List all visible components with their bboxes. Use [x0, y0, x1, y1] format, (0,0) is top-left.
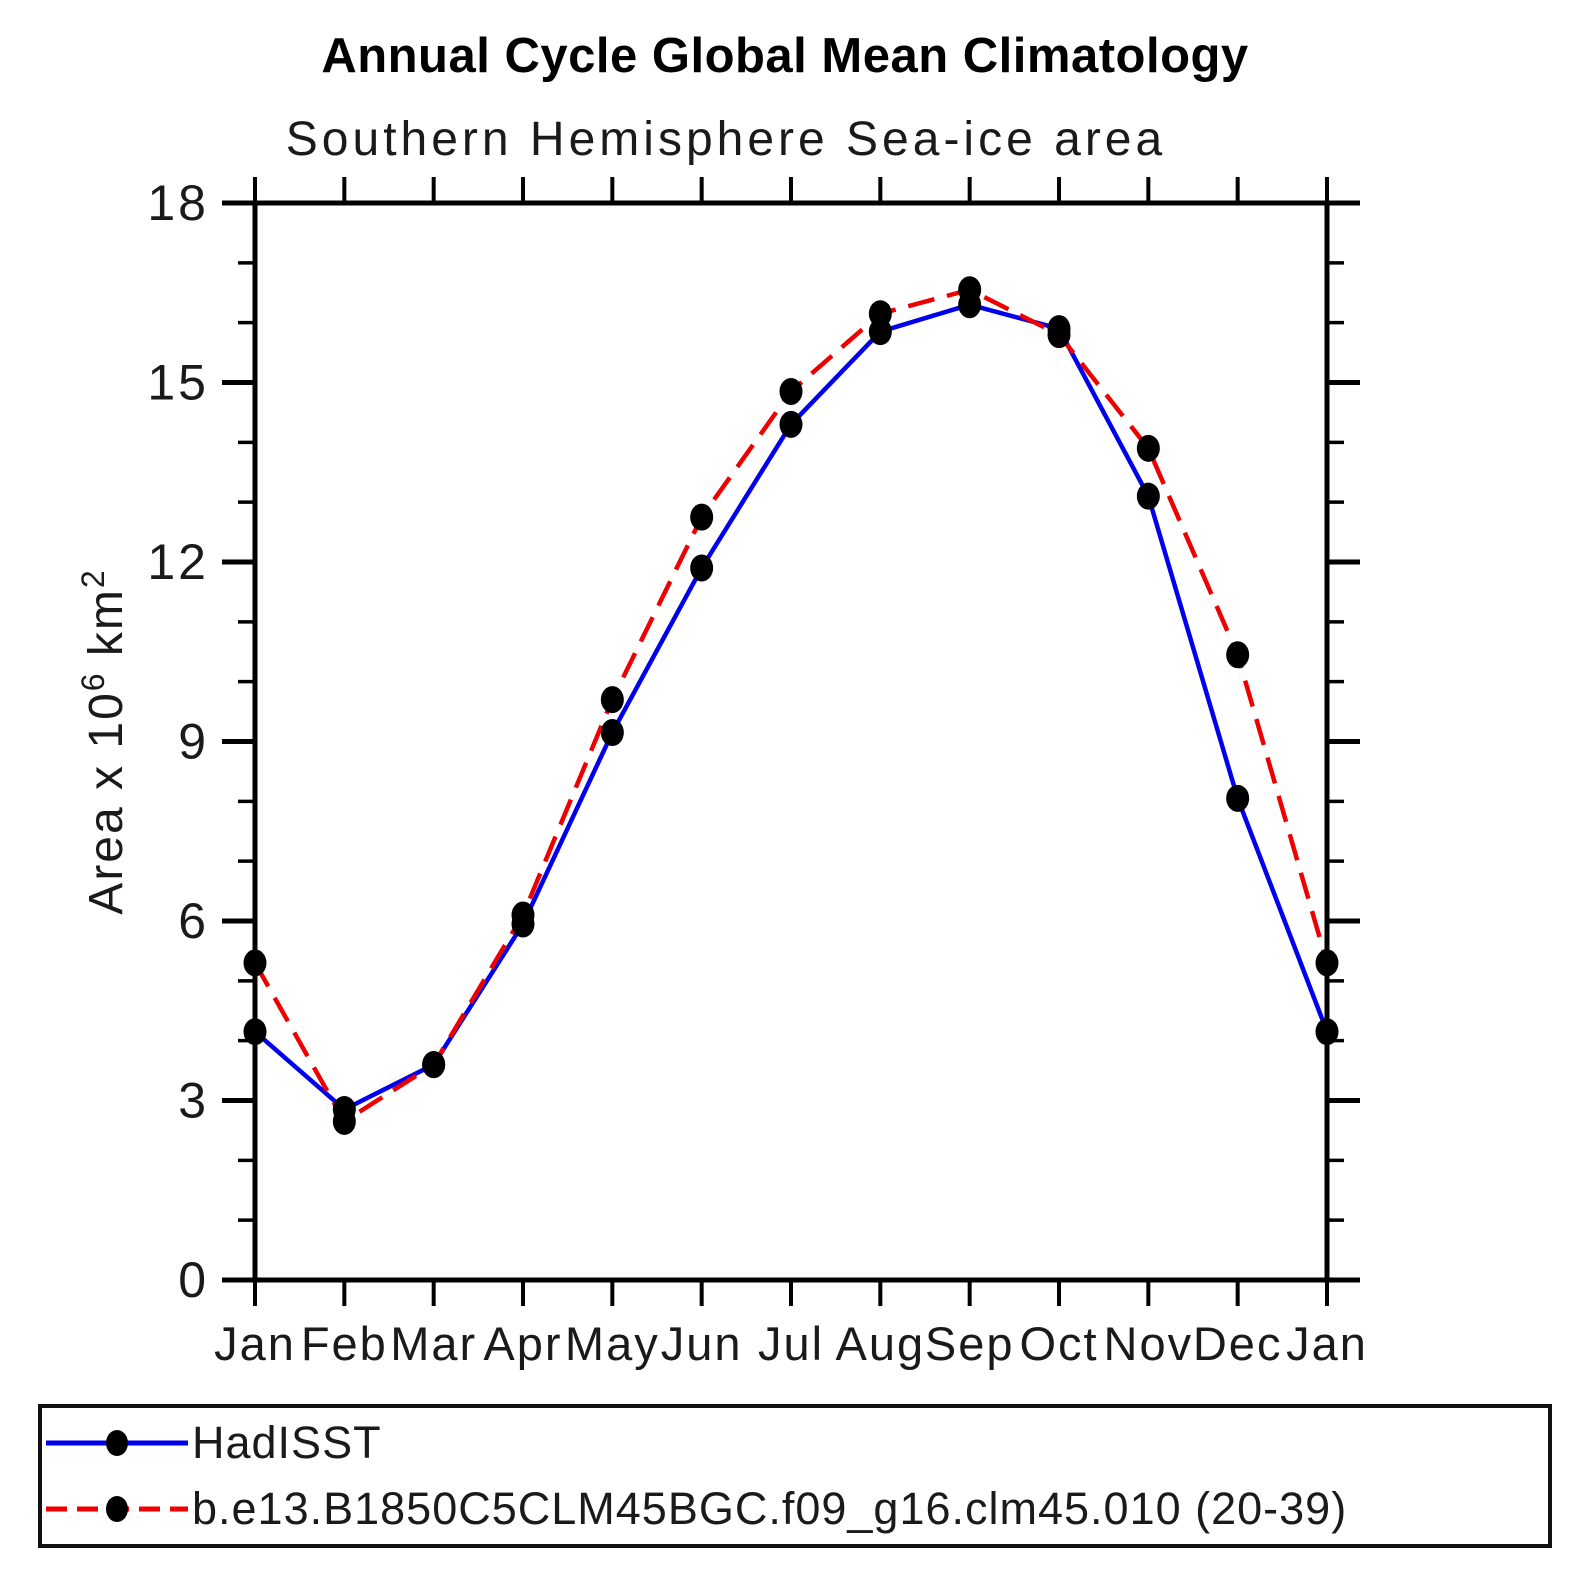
y-tick-label: 9: [178, 714, 209, 770]
data-point-marker-0: [779, 410, 803, 438]
legend: HadISST b.e13.B1850C5CLM45BGC.f09_g16.cl…: [38, 1404, 1552, 1548]
y-tick-label: 0: [178, 1252, 209, 1308]
y-tick-label: 6: [178, 893, 209, 949]
data-point-marker-1: [1226, 641, 1250, 669]
x-tick-label: Feb: [301, 1317, 388, 1370]
chart-subtitle: Southern Hemisphere Sea-ice area: [285, 113, 1167, 166]
data-point-marker-0: [690, 554, 714, 582]
data-point-marker-0: [1226, 784, 1250, 812]
data-point-marker-0: [1136, 482, 1160, 510]
x-tick-label: Jun: [661, 1317, 743, 1370]
x-tick-label: Apr: [483, 1317, 562, 1370]
legend-line-sample-dashed: [46, 1495, 188, 1522]
x-tick-label: Mar: [390, 1317, 477, 1370]
legend-item-hadisst: HadISST: [42, 1413, 1548, 1473]
data-point-marker-1: [868, 300, 892, 328]
x-tick-label: Jan: [1286, 1317, 1368, 1370]
x-tick-label: Sep: [925, 1317, 1015, 1370]
data-point-marker-1: [332, 1107, 356, 1135]
data-point-marker-1: [511, 901, 535, 929]
legend-item-model: b.e13.B1850C5CLM45BGC.f09_g16.clm45.010 …: [42, 1479, 1548, 1539]
data-point-marker-1: [243, 949, 267, 977]
axis-frame: [252, 200, 1330, 1283]
data-point-marker-1: [1047, 321, 1071, 349]
legend-label: HadISST: [192, 1417, 382, 1469]
legend-marker: [106, 1495, 128, 1522]
chart-title: Annual Cycle Global Mean Climatology: [321, 29, 1249, 83]
y-tick-label: 12: [147, 534, 209, 590]
legend-marker: [106, 1430, 128, 1457]
y-tick-label: 3: [178, 1073, 209, 1129]
data-point-marker-1: [690, 503, 714, 531]
x-tick-label: May: [565, 1317, 660, 1370]
data-point-marker-1: [1136, 434, 1160, 462]
y-tick-label: 18: [147, 175, 209, 231]
data-point-marker-1: [958, 276, 982, 304]
data-point-marker-1: [422, 1051, 446, 1079]
y-tick-label: 15: [147, 355, 209, 411]
data-point-marker-0: [243, 1018, 267, 1046]
data-point-marker-1: [779, 377, 803, 405]
x-tick-label: Nov: [1104, 1317, 1194, 1370]
y-axis-title: Area x 106 km2: [75, 568, 133, 914]
x-tick-label: Jul: [758, 1317, 824, 1370]
x-tick-label: Aug: [836, 1317, 926, 1370]
data-point-marker-1: [600, 686, 624, 714]
x-tick-label: Jan: [214, 1317, 296, 1370]
legend-line-sample-solid: [46, 1430, 188, 1457]
data-point-marker-0: [600, 719, 624, 747]
x-tick-label: Dec: [1193, 1317, 1283, 1370]
data-point-marker-0: [1315, 1018, 1339, 1046]
legend-label: b.e13.B1850C5CLM45BGC.f09_g16.clm45.010 …: [192, 1482, 1348, 1534]
data-point-marker-1: [1315, 949, 1339, 977]
x-tick-label: Oct: [1019, 1317, 1098, 1370]
